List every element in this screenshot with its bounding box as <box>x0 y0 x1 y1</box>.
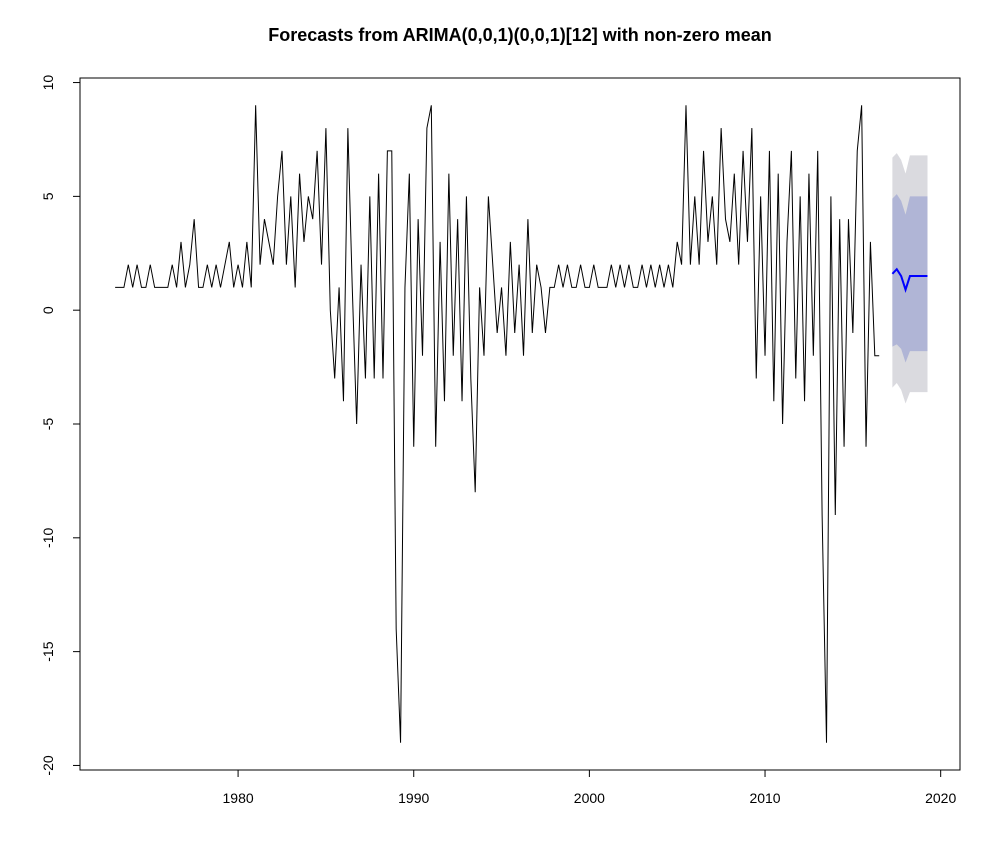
x-tick-label: 2000 <box>574 790 605 806</box>
y-tick-label: 0 <box>40 306 56 314</box>
y-tick-label: -10 <box>40 527 56 547</box>
y-tick-label: 10 <box>40 75 56 91</box>
series-line <box>115 105 880 743</box>
x-tick-label: 2010 <box>749 790 780 806</box>
forecast-mean <box>891 267 928 293</box>
x-tick-label: 2020 <box>925 790 956 806</box>
y-tick-label: -20 <box>40 755 56 775</box>
y-tick-label: -15 <box>40 641 56 661</box>
plot-frame <box>79 77 961 771</box>
chart-title: Forecasts from ARIMA(0,0,1)(0,0,1)[12] w… <box>268 25 771 45</box>
y-tick-label: 5 <box>40 192 56 200</box>
x-tick-label: 1990 <box>398 790 429 806</box>
x-tick-label: 1980 <box>223 790 254 806</box>
y-tick-label: -5 <box>40 418 56 431</box>
